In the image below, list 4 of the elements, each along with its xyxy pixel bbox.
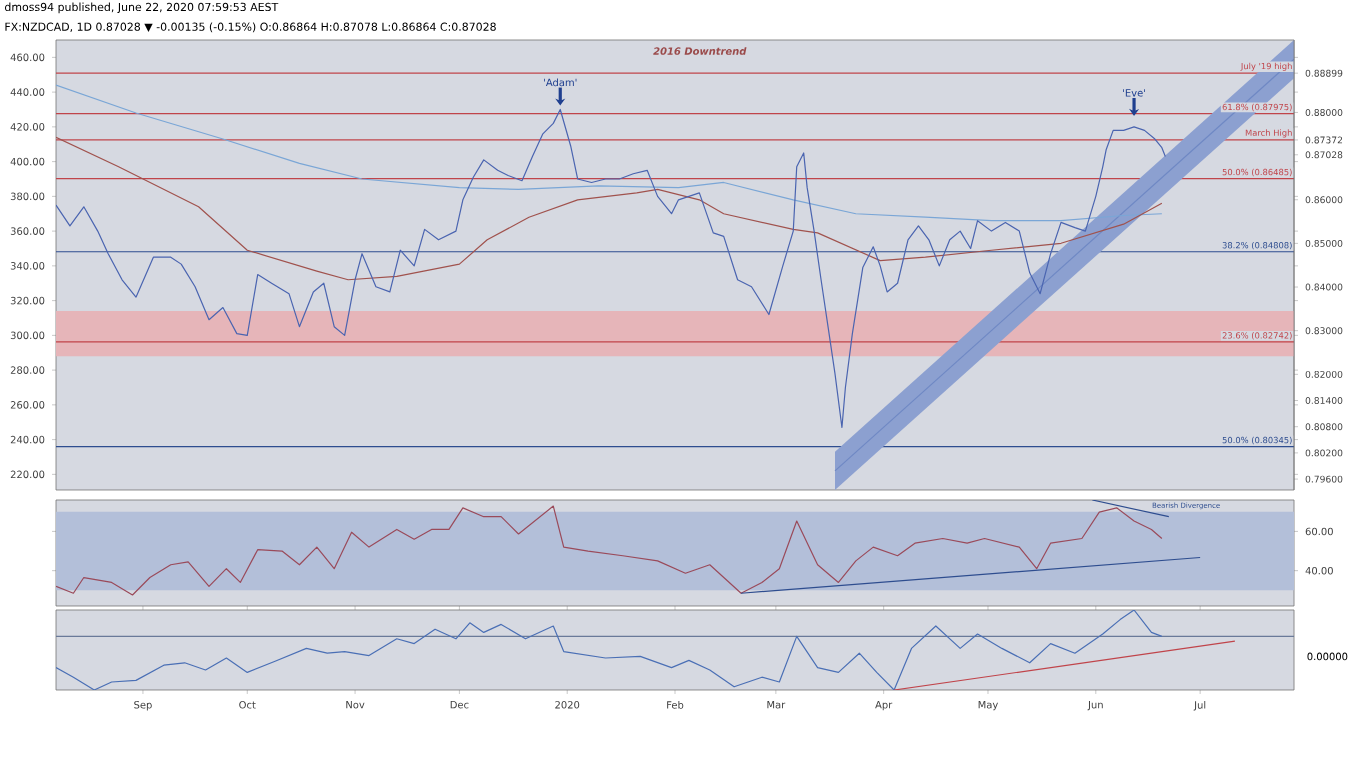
line-series bbox=[56, 505, 1163, 596]
line-series bbox=[56, 84, 1163, 222]
line-series bbox=[56, 108, 1166, 429]
line-series bbox=[56, 136, 1163, 281]
